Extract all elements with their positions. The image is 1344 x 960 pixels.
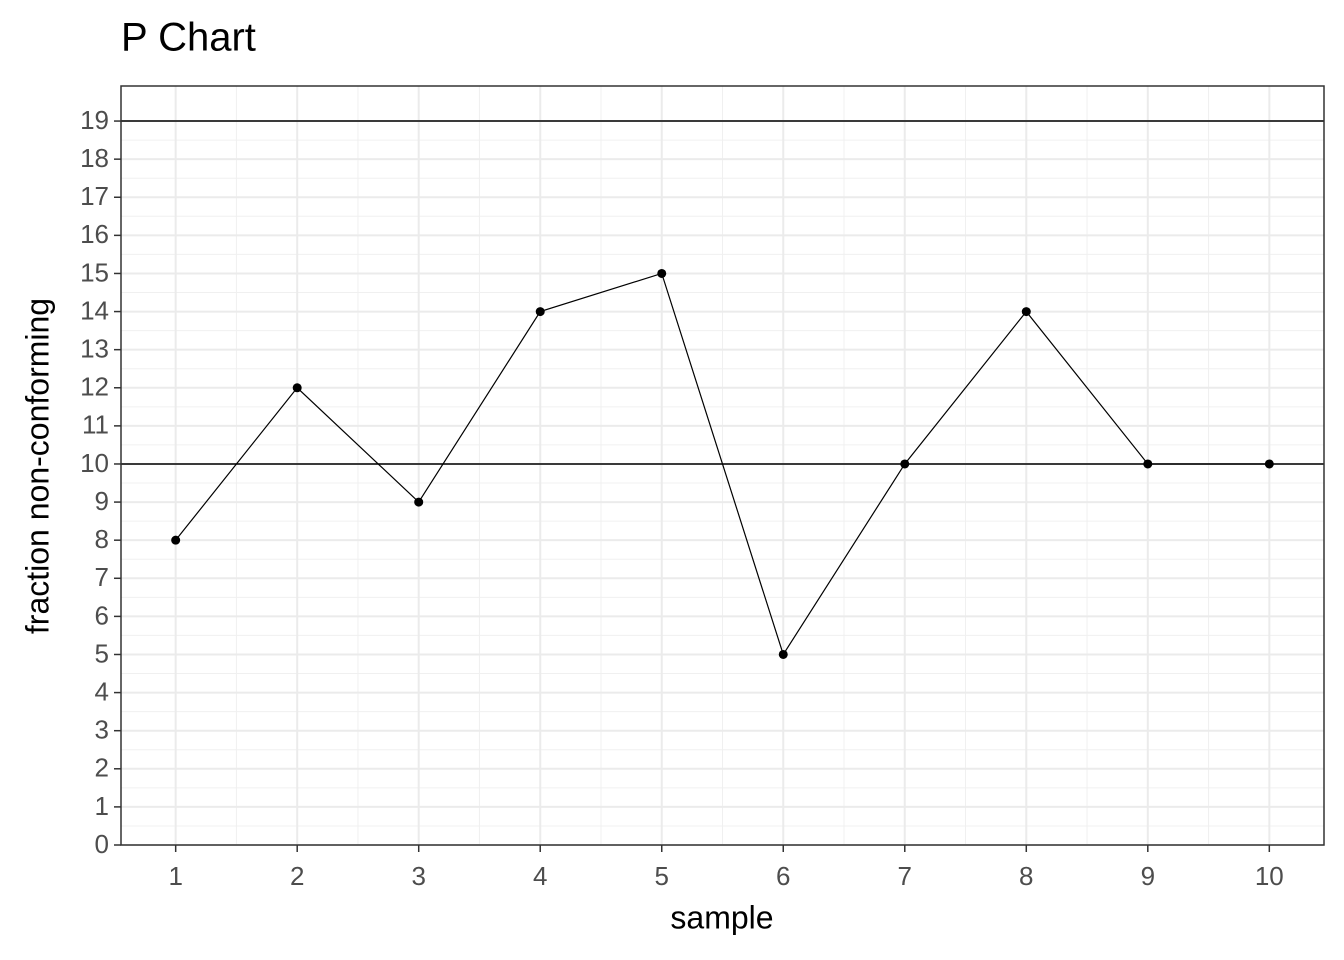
y-tick-label: 13: [80, 334, 109, 364]
x-tick-label: 6: [776, 861, 790, 891]
y-tick-label: 14: [80, 295, 109, 325]
y-tick-label: 5: [95, 638, 109, 668]
y-tick-label: 19: [80, 105, 109, 135]
y-tick-label: 1: [95, 791, 109, 821]
data-point: [171, 535, 181, 545]
data-point: [414, 497, 424, 507]
y-tick-label: 4: [95, 676, 109, 706]
y-tick-label: 17: [80, 181, 109, 211]
y-axis-title: fraction non-conforming: [19, 298, 55, 634]
y-tick-label: 7: [95, 562, 109, 592]
y-tick-label: 3: [95, 715, 109, 745]
chart-title: P Chart: [121, 16, 256, 60]
y-tick-label: 2: [95, 753, 109, 783]
x-tick-label: 4: [533, 861, 547, 891]
data-line: [175, 272, 1270, 656]
data-point: [535, 307, 545, 317]
data-point: [1264, 459, 1274, 469]
x-tick-label: 8: [1019, 861, 1033, 891]
data-point: [657, 268, 667, 278]
x-tick-label: 10: [1255, 861, 1284, 891]
y-tick-label: 16: [80, 219, 109, 249]
y-tick-label: 10: [80, 448, 109, 478]
y-tick-label: 6: [95, 600, 109, 630]
panel-border: [120, 85, 1325, 846]
x-tick-label: 2: [290, 861, 304, 891]
x-tick-label: 9: [1141, 861, 1155, 891]
data-point: [1021, 307, 1031, 317]
y-tick-label: 18: [80, 143, 109, 173]
x-tick-label: 3: [411, 861, 425, 891]
data-point: [1143, 459, 1153, 469]
data-point: [778, 649, 788, 659]
y-tick-label: 8: [95, 524, 109, 554]
x-axis-title: sample: [670, 899, 773, 935]
data-point: [292, 383, 302, 393]
y-tick-label: 0: [95, 829, 109, 859]
x-tick-label: 5: [655, 861, 669, 891]
x-tick-label: 7: [898, 861, 912, 891]
y-tick-label: 15: [80, 257, 109, 287]
y-tick-label: 9: [95, 486, 109, 516]
data-point: [900, 459, 910, 469]
y-tick-label: 12: [80, 372, 109, 402]
x-tick-label: 1: [168, 861, 182, 891]
y-tick-label: 11: [82, 410, 109, 440]
